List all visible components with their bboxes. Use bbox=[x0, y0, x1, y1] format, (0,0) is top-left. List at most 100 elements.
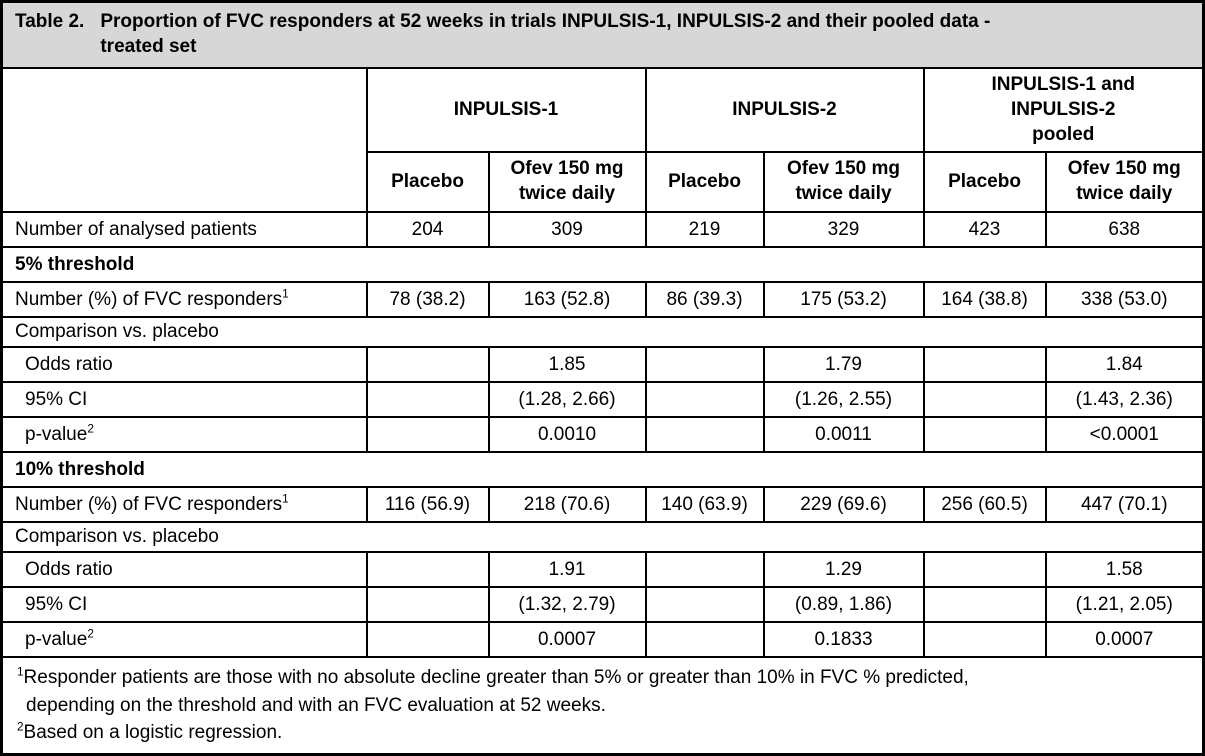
data-cell: 0.0010 bbox=[487, 416, 647, 454]
row-label: Number (%) of FVC responders1 bbox=[0, 281, 368, 319]
footnote-marker: 1 bbox=[282, 287, 289, 301]
row-label-text: p-value bbox=[25, 628, 88, 650]
row-label: 95% CI bbox=[0, 586, 368, 624]
table-row: 95% CI (1.28, 2.66) (1.26, 2.55) (1.43, … bbox=[0, 381, 1205, 419]
data-cell: (1.28, 2.66) bbox=[487, 381, 647, 419]
data-cell: 338 (53.0) bbox=[1044, 281, 1205, 319]
data-cell: 447 (70.1) bbox=[1044, 486, 1205, 524]
footnote-marker: 2 bbox=[17, 720, 24, 734]
data-cell: 1.84 bbox=[1044, 346, 1205, 384]
data-cell: 163 (52.8) bbox=[487, 281, 647, 319]
data-cell: 1.91 bbox=[487, 551, 647, 589]
data-cell bbox=[365, 586, 490, 624]
data-cell bbox=[644, 381, 765, 419]
table-title-text: Proportion of FVC responders at 52 weeks… bbox=[100, 9, 990, 59]
table-title-line1: Proportion of FVC responders at 52 weeks… bbox=[100, 11, 991, 32]
data-cell: 116 (56.9) bbox=[365, 486, 490, 524]
row-label: Number of analysed patients bbox=[0, 211, 368, 249]
data-cell bbox=[922, 346, 1047, 384]
data-cell bbox=[922, 416, 1047, 454]
section-row-10pct: 10% threshold bbox=[0, 451, 1205, 489]
footnote-1-line1: 1Responder patients are those with no ab… bbox=[17, 664, 1192, 692]
section-header: 5% threshold bbox=[0, 246, 1205, 284]
column-header-ofev-1: Ofev 150 mg twice daily bbox=[487, 151, 647, 214]
footnote-row: 1Responder patients are those with no ab… bbox=[0, 656, 1205, 756]
column-header-placebo-1: Placebo bbox=[365, 151, 490, 214]
data-cell bbox=[644, 586, 765, 624]
table-title-bar: Table 2. Proportion of FVC responders at… bbox=[0, 0, 1205, 70]
comparison-label: Comparison vs. placebo bbox=[0, 521, 1205, 554]
data-cell: 0.0007 bbox=[487, 621, 647, 659]
group-header-inpulsis-2: INPULSIS-2 bbox=[644, 67, 925, 154]
row-label-text: Number (%) of FVC responders bbox=[15, 493, 283, 515]
data-cell: 423 bbox=[922, 211, 1047, 249]
data-cell: 1.79 bbox=[762, 346, 925, 384]
row-label-text: Odds ratio bbox=[25, 558, 113, 580]
data-cell: 204 bbox=[365, 211, 490, 249]
data-cell: 329 bbox=[762, 211, 925, 249]
data-cell: 219 bbox=[644, 211, 765, 249]
data-cell: (1.21, 2.05) bbox=[1044, 586, 1205, 624]
data-cell: (1.43, 2.36) bbox=[1044, 381, 1205, 419]
row-label: 95% CI bbox=[0, 381, 368, 419]
data-cell bbox=[644, 551, 765, 589]
treatment-arm-header-row: Placebo Ofev 150 mg twice daily Placebo … bbox=[2, 151, 1205, 214]
row-label: p-value2 bbox=[0, 621, 368, 659]
data-cell: 229 (69.6) bbox=[762, 486, 925, 524]
data-cell: 638 bbox=[1044, 211, 1205, 249]
row-label: p-value2 bbox=[0, 416, 368, 454]
data-cell: 1.29 bbox=[762, 551, 925, 589]
column-header-placebo-2: Placebo bbox=[644, 151, 765, 214]
column-header-placebo-pooled: Placebo bbox=[922, 151, 1047, 214]
data-cell: 78 (38.2) bbox=[365, 281, 490, 319]
data-cell bbox=[644, 621, 765, 659]
footnote-marker: 2 bbox=[87, 627, 94, 641]
group-header-pooled: INPULSIS-1 and INPULSIS-2 pooled bbox=[922, 67, 1205, 154]
data-cell: 1.85 bbox=[487, 346, 647, 384]
data-cell: (1.26, 2.55) bbox=[762, 381, 925, 419]
data-cell: 86 (39.3) bbox=[644, 281, 765, 319]
data-cell bbox=[365, 381, 490, 419]
section-row-5pct: 5% threshold bbox=[0, 246, 1205, 284]
row-label: Odds ratio bbox=[0, 551, 368, 589]
data-cell bbox=[922, 586, 1047, 624]
data-cell: 218 (70.6) bbox=[487, 486, 647, 524]
data-cell: 0.1833 bbox=[762, 621, 925, 659]
data-cell: 256 (60.5) bbox=[922, 486, 1047, 524]
row-label-text: Number of analysed patients bbox=[15, 218, 257, 240]
section-header: 10% threshold bbox=[0, 451, 1205, 489]
data-cell: 0.0007 bbox=[1044, 621, 1205, 659]
data-cell: (0.89, 1.86) bbox=[762, 586, 925, 624]
row-label-text: Number (%) of FVC responders bbox=[15, 288, 283, 310]
footnote-1-line2: depending on the threshold and with an F… bbox=[26, 694, 606, 716]
footnotes: 1Responder patients are those with no ab… bbox=[0, 656, 1205, 756]
comparison-row: Comparison vs. placebo bbox=[0, 521, 1205, 554]
row-label-text: Odds ratio bbox=[25, 353, 113, 375]
table-row: Odds ratio 1.91 1.29 1.58 bbox=[0, 551, 1205, 589]
table-row: Number (%) of FVC responders1 78 (38.2) … bbox=[0, 281, 1205, 319]
table-title: Table 2. Proportion of FVC responders at… bbox=[15, 9, 1192, 59]
footnote-text: Responder patients are those with no abs… bbox=[23, 667, 969, 689]
data-cell: 164 (38.8) bbox=[922, 281, 1047, 319]
table-row: p-value2 0.0007 0.1833 0.0007 bbox=[0, 621, 1205, 659]
column-header-ofev-pooled: Ofev 150 mg twice daily bbox=[1044, 151, 1205, 214]
data-cell: 140 (63.9) bbox=[644, 486, 765, 524]
data-cell bbox=[922, 551, 1047, 589]
table-row: Odds ratio 1.85 1.79 1.84 bbox=[0, 346, 1205, 384]
data-cell: <0.0001 bbox=[1044, 416, 1205, 454]
footnote-marker: 1 bbox=[17, 665, 24, 679]
row-label: Number (%) of FVC responders1 bbox=[0, 486, 368, 524]
footnote-marker: 2 bbox=[87, 422, 94, 436]
table-row: Number of analysed patients 204 309 219 … bbox=[0, 211, 1205, 249]
data-cell: 309 bbox=[487, 211, 647, 249]
row-label-text: 95% CI bbox=[25, 593, 88, 615]
data-cell: 0.0011 bbox=[762, 416, 925, 454]
table-number: Table 2. bbox=[15, 11, 85, 32]
data-cell: 1.58 bbox=[1044, 551, 1205, 589]
footnote-text: Based on a logistic regression. bbox=[23, 722, 283, 744]
comparison-row: Comparison vs. placebo bbox=[0, 316, 1205, 349]
data-cell bbox=[365, 346, 490, 384]
row-label: Odds ratio bbox=[0, 346, 368, 384]
empty-corner-cell bbox=[0, 67, 368, 214]
